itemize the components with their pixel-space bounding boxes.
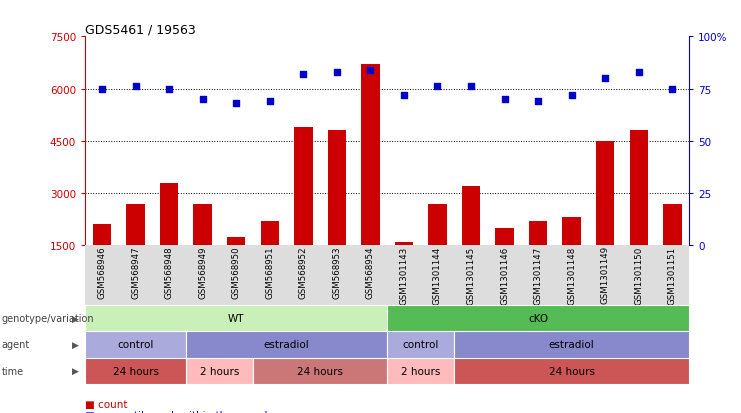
Point — [196, 97, 208, 103]
Bar — [126, 204, 144, 246]
Point — [365, 67, 376, 74]
Bar — [85, 306, 387, 332]
Bar — [253, 358, 387, 384]
Point — [230, 101, 242, 107]
Text: 24 hours: 24 hours — [113, 366, 159, 376]
Bar — [663, 204, 682, 246]
Bar — [294, 128, 313, 246]
Point — [96, 86, 108, 93]
Text: 2 hours: 2 hours — [200, 366, 239, 376]
Bar — [462, 187, 480, 246]
Bar — [395, 242, 413, 246]
Point — [633, 69, 645, 76]
Point — [499, 97, 511, 103]
Point — [566, 92, 578, 99]
Point — [297, 71, 309, 78]
Bar — [596, 141, 614, 246]
Text: ■ count: ■ count — [85, 399, 127, 409]
Bar — [454, 358, 689, 384]
Point — [398, 92, 410, 99]
Text: 24 hours: 24 hours — [548, 366, 595, 376]
Text: 24 hours: 24 hours — [297, 366, 343, 376]
Bar — [529, 221, 548, 246]
Bar — [93, 225, 111, 246]
Text: control: control — [402, 339, 439, 350]
Text: WT: WT — [228, 313, 245, 324]
Point — [666, 86, 678, 93]
Bar — [496, 228, 514, 246]
Point — [532, 99, 544, 105]
Bar — [160, 183, 179, 246]
Bar — [387, 332, 454, 358]
Point — [331, 69, 343, 76]
Bar — [454, 332, 689, 358]
Bar — [361, 65, 379, 246]
Text: cKO: cKO — [528, 313, 548, 324]
Text: control: control — [117, 339, 153, 350]
Bar — [186, 332, 387, 358]
Bar — [227, 237, 245, 246]
Point — [599, 76, 611, 82]
Bar — [328, 131, 346, 246]
Text: ▶: ▶ — [72, 366, 79, 375]
Bar — [387, 358, 454, 384]
Bar — [630, 131, 648, 246]
Text: time: time — [1, 366, 24, 376]
Bar — [428, 204, 447, 246]
Point — [431, 84, 443, 90]
Bar — [85, 332, 186, 358]
Text: estradiol: estradiol — [264, 339, 310, 350]
Point — [130, 84, 142, 90]
Text: 2 hours: 2 hours — [401, 366, 440, 376]
Point — [163, 86, 175, 93]
Text: estradiol: estradiol — [549, 339, 594, 350]
Text: ▶: ▶ — [72, 314, 79, 323]
Bar — [562, 218, 581, 246]
Text: ▶: ▶ — [72, 340, 79, 349]
Text: ■ percentile rank within the sample: ■ percentile rank within the sample — [85, 410, 274, 413]
Point — [465, 84, 477, 90]
Bar — [261, 221, 279, 246]
Text: agent: agent — [1, 339, 30, 350]
Bar — [186, 358, 253, 384]
Bar — [85, 358, 186, 384]
Text: genotype/variation: genotype/variation — [1, 313, 94, 324]
Bar — [193, 204, 212, 246]
Bar — [387, 306, 689, 332]
Text: GDS5461 / 19563: GDS5461 / 19563 — [85, 23, 196, 36]
Point — [264, 99, 276, 105]
